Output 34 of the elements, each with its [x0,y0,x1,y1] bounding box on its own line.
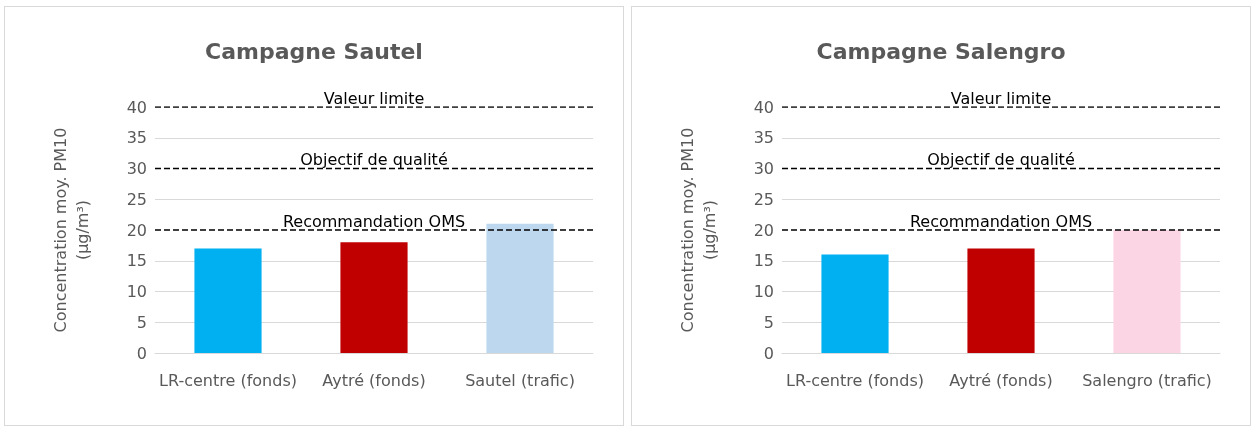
x-tick-label: Salengro (trafic) [1082,370,1212,390]
x-tick-label: LR-centre (fonds) [159,370,297,390]
x-tick-label: Sautel (trafic) [465,370,575,390]
y-tick-label: 40 [126,97,147,117]
y-tick-label: 15 [126,251,147,271]
y-tick-label: 35 [753,128,774,148]
y-tick-label: 10 [126,282,147,301]
ref-line-label: Valeur limite [950,88,1052,108]
y-tick-label: 20 [753,220,774,240]
ref-line-label: Objectif de qualité [300,150,448,169]
y-tick-label: 10 [753,282,774,301]
y-tick-label: 5 [136,312,147,332]
chart-title: Campagne Salengro [816,38,1066,64]
chart-title: Campagne Sautel [205,38,423,64]
x-tick-label: LR-centre (fonds) [786,370,924,390]
ref-line-label: Valeur limite [323,88,425,108]
y-tick-label: 15 [753,251,774,271]
x-tick-label: Aytré (fonds) [322,370,426,390]
y-tick-label: 0 [763,343,774,363]
y-axis-title: Concentration moy. PM10 (µg/m³) [677,127,719,333]
ref-line-label: Objectif de qualité [927,150,1075,169]
x-tick-label: Aytré (fonds) [949,370,1053,390]
y-tick-label: 20 [126,220,147,240]
y-axis-title: Concentration moy. PM10 (µg/m³) [50,127,92,333]
y-tick-label: 30 [753,159,774,178]
y-tick-label: 5 [763,312,774,332]
y-tick-label: 40 [753,97,774,117]
y-tick-label: 25 [126,189,147,209]
ref-line-label: Recommandation OMS [909,211,1093,231]
y-tick-label: 0 [136,343,147,363]
ref-line-label: Recommandation OMS [282,211,466,231]
y-tick-label: 30 [126,159,147,178]
y-tick-label: 35 [126,128,147,148]
y-tick-label: 25 [753,189,774,209]
